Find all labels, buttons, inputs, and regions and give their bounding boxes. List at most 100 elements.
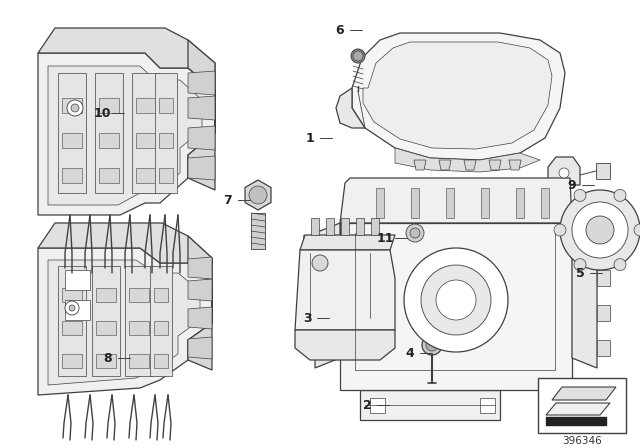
Polygon shape	[136, 133, 156, 148]
Polygon shape	[481, 188, 489, 218]
Polygon shape	[159, 133, 173, 148]
Polygon shape	[188, 236, 212, 370]
Polygon shape	[92, 266, 120, 376]
Polygon shape	[129, 288, 149, 302]
Polygon shape	[303, 235, 315, 251]
Circle shape	[572, 202, 628, 258]
Polygon shape	[150, 266, 172, 376]
Text: 11: 11	[376, 232, 394, 245]
Circle shape	[312, 255, 328, 271]
Polygon shape	[62, 133, 82, 148]
Polygon shape	[188, 156, 215, 180]
Polygon shape	[352, 33, 565, 160]
Polygon shape	[58, 73, 86, 193]
Polygon shape	[159, 98, 173, 113]
Circle shape	[249, 186, 267, 204]
Polygon shape	[65, 300, 90, 320]
Polygon shape	[509, 160, 521, 170]
Polygon shape	[295, 250, 395, 330]
Polygon shape	[132, 73, 160, 193]
Circle shape	[634, 224, 640, 236]
Circle shape	[71, 104, 79, 112]
Circle shape	[421, 265, 491, 335]
Polygon shape	[188, 279, 212, 301]
Text: 9: 9	[568, 178, 576, 191]
Polygon shape	[303, 280, 315, 296]
Circle shape	[65, 301, 79, 315]
Polygon shape	[96, 354, 116, 368]
Polygon shape	[154, 354, 168, 368]
Circle shape	[559, 168, 569, 178]
Circle shape	[436, 280, 476, 320]
Polygon shape	[188, 71, 215, 95]
Polygon shape	[62, 168, 82, 183]
Polygon shape	[596, 163, 610, 179]
Text: 7: 7	[223, 194, 232, 207]
Polygon shape	[395, 148, 540, 172]
Polygon shape	[446, 188, 454, 218]
Circle shape	[586, 216, 614, 244]
Circle shape	[574, 258, 586, 271]
Polygon shape	[62, 321, 82, 335]
Circle shape	[614, 190, 626, 201]
Polygon shape	[363, 42, 552, 149]
Polygon shape	[99, 133, 119, 148]
Polygon shape	[311, 218, 319, 235]
Polygon shape	[439, 160, 451, 170]
Polygon shape	[99, 168, 119, 183]
Polygon shape	[376, 188, 384, 218]
Text: 10: 10	[93, 107, 111, 120]
Polygon shape	[341, 218, 349, 235]
Polygon shape	[65, 270, 90, 290]
Circle shape	[410, 228, 420, 238]
Polygon shape	[315, 223, 340, 368]
Polygon shape	[38, 248, 212, 395]
Polygon shape	[411, 188, 419, 218]
Polygon shape	[96, 288, 116, 302]
Polygon shape	[188, 337, 212, 359]
Polygon shape	[326, 218, 334, 235]
Polygon shape	[541, 188, 549, 218]
Polygon shape	[597, 270, 610, 286]
Polygon shape	[414, 160, 426, 170]
Polygon shape	[188, 307, 212, 329]
Circle shape	[67, 100, 83, 116]
Polygon shape	[129, 321, 149, 335]
Circle shape	[422, 335, 442, 355]
Polygon shape	[125, 266, 153, 376]
Polygon shape	[136, 168, 156, 183]
Polygon shape	[336, 88, 365, 128]
Polygon shape	[251, 213, 265, 249]
Polygon shape	[188, 257, 212, 279]
Polygon shape	[188, 126, 215, 150]
Circle shape	[560, 190, 640, 270]
Circle shape	[406, 224, 424, 242]
Circle shape	[426, 339, 438, 351]
Text: 8: 8	[104, 352, 112, 365]
Polygon shape	[154, 288, 168, 302]
Polygon shape	[154, 321, 168, 335]
Polygon shape	[370, 398, 385, 413]
Polygon shape	[597, 340, 610, 356]
Polygon shape	[360, 390, 500, 420]
Circle shape	[574, 190, 586, 201]
Circle shape	[554, 224, 566, 236]
Text: 396346: 396346	[562, 436, 602, 446]
Polygon shape	[397, 221, 433, 247]
Polygon shape	[303, 330, 315, 346]
Polygon shape	[597, 305, 610, 321]
Polygon shape	[300, 235, 395, 250]
Text: 1: 1	[306, 132, 314, 145]
Polygon shape	[516, 188, 524, 218]
Polygon shape	[188, 96, 215, 120]
Circle shape	[614, 258, 626, 271]
Bar	[538, 378, 626, 433]
Polygon shape	[548, 157, 580, 185]
Polygon shape	[62, 354, 82, 368]
Polygon shape	[245, 180, 271, 210]
Polygon shape	[62, 98, 82, 113]
Polygon shape	[38, 53, 215, 215]
Polygon shape	[371, 218, 379, 235]
Polygon shape	[58, 266, 86, 376]
Polygon shape	[99, 98, 119, 113]
